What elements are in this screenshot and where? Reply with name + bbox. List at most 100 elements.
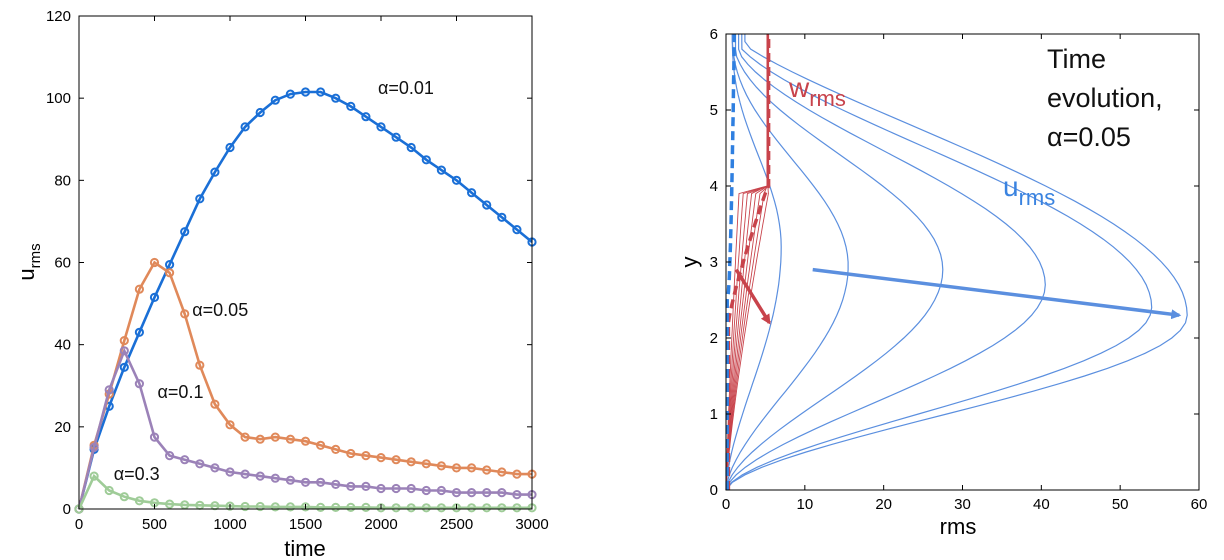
data-point [482, 200, 492, 210]
x-tick-label: 3000 [515, 516, 548, 533]
data-point [134, 496, 144, 506]
data-point [165, 451, 175, 461]
data-point [104, 385, 114, 395]
data-point [300, 436, 311, 446]
data-point [346, 448, 356, 459]
data-point [346, 502, 356, 512]
left-x-axis-label: time [284, 536, 326, 560]
data-point [240, 122, 250, 132]
data-point [255, 107, 265, 118]
x-tick-label: 0 [722, 496, 730, 513]
data-point [240, 469, 250, 479]
x-tick-label: 500 [142, 516, 167, 533]
y-tick-label: 1 [710, 406, 718, 423]
u-rms-profile [725, 34, 944, 491]
x-tick-label: 2500 [440, 516, 473, 533]
time-evolution-line-2: evolution, [1047, 83, 1163, 113]
data-point [316, 502, 326, 512]
y-tick-label: 5 [710, 102, 718, 119]
data-point [467, 463, 477, 473]
data-point [210, 167, 220, 177]
x-tick-label: 40 [1033, 496, 1050, 513]
data-point [391, 503, 401, 513]
data-point [512, 225, 522, 235]
data-point [89, 442, 99, 452]
data-point [89, 471, 99, 481]
y-tick-label: 20 [54, 419, 71, 436]
data-point [210, 463, 220, 473]
data-point [255, 471, 265, 481]
data-point [497, 212, 507, 222]
x-tick-label: 30 [954, 496, 971, 513]
right-arrows [734, 267, 1182, 325]
u-rms-profile [725, 34, 1188, 491]
u-rms-profile [725, 34, 1046, 491]
data-point [165, 268, 175, 278]
x-tick-label: 2000 [364, 516, 397, 533]
data-point [119, 492, 129, 502]
y-tick-label: 40 [54, 337, 71, 354]
data-point [376, 453, 386, 463]
u-rms-label: urms [1003, 171, 1055, 210]
data-point [225, 467, 235, 477]
data-point [165, 499, 175, 509]
u-growth-arrow [812, 267, 1182, 320]
data-point [134, 327, 144, 337]
left-y-axis-label: urms [14, 243, 44, 280]
data-point [225, 501, 235, 511]
left-annotations: α=0.01 α=0.05 α=0.1 α=0.3 [114, 78, 434, 484]
y-tick-label: 60 [54, 255, 71, 272]
data-point [300, 87, 311, 97]
data-point [195, 459, 205, 469]
data-point [391, 132, 401, 142]
series-0 [74, 87, 537, 514]
data-point [376, 483, 386, 494]
left-ylabel-sub: rms [27, 243, 44, 268]
data-point [180, 455, 190, 465]
data-point [195, 360, 205, 370]
u-rms-profile [725, 34, 1153, 491]
x-tick-label: 20 [875, 496, 892, 513]
data-point [300, 502, 311, 512]
data-point [482, 488, 492, 498]
data-point [331, 93, 341, 103]
data-point [406, 457, 416, 467]
data-point [391, 455, 401, 465]
y-tick-label: 2 [710, 330, 718, 347]
data-point [467, 488, 477, 498]
left-chart: 0 500 1000 1500 2000 2500 3000020406080100120 … [14, 8, 549, 560]
data-point [436, 503, 446, 513]
y-tick-label: 120 [46, 8, 71, 25]
data-point [512, 490, 522, 500]
data-point [270, 95, 280, 105]
series-annotation: α=0.05 [192, 300, 248, 320]
right-chart: 0 10 20 30 40 50 60 0 1 2 3 4 5 6 rms y wrms urms Tim… [677, 26, 1207, 539]
x-tick-label: 60 [1191, 496, 1208, 513]
data-point [240, 432, 250, 442]
data-point [134, 379, 144, 389]
data-point [285, 434, 295, 444]
data-point [497, 467, 507, 477]
data-point [421, 459, 431, 469]
series-2 [74, 346, 537, 514]
left-series-layer [74, 87, 537, 514]
data-point [255, 434, 265, 444]
y-tick-label: 4 [710, 178, 718, 195]
data-point [406, 142, 416, 153]
w-rms-label: wrms [788, 72, 846, 111]
data-point [467, 503, 477, 513]
u-rms-profile [725, 34, 782, 491]
data-point [316, 440, 326, 450]
x-tick-label: 10 [796, 496, 813, 513]
y-tick-label: 3 [710, 254, 718, 271]
y-tick-label: 0 [63, 501, 71, 518]
x-tick-label: 1500 [289, 516, 322, 533]
data-point [482, 465, 492, 475]
data-point [119, 362, 129, 372]
data-point [225, 142, 235, 153]
data-point [285, 502, 295, 512]
data-point [149, 292, 160, 302]
right-y-axis-label: y [677, 257, 702, 268]
data-point [331, 479, 341, 489]
